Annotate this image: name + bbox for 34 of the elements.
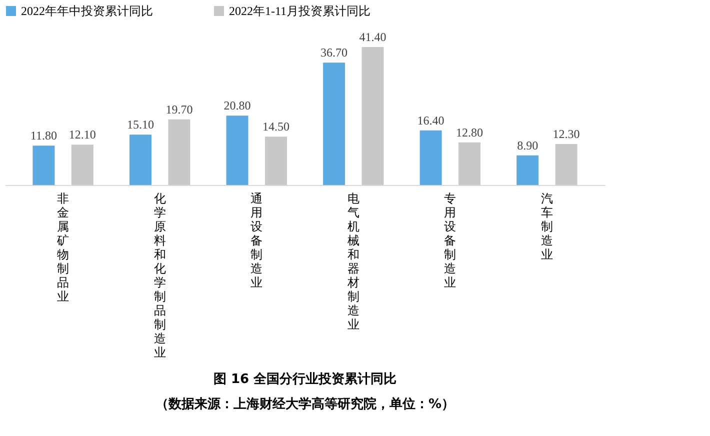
data-label: 12.30 — [552, 127, 580, 141]
legend-label: 2022年1-11月投资累计同比 — [229, 4, 371, 18]
x-tick-label: 专用设备制造业 — [444, 192, 456, 290]
bar — [323, 62, 346, 185]
bar — [129, 134, 152, 185]
data-label: 12.10 — [68, 128, 96, 142]
bar — [32, 146, 55, 185]
bar — [458, 142, 481, 185]
x-tick-label: 通用设备制造业 — [250, 192, 263, 290]
data-label: 20.80 — [224, 98, 251, 113]
x-tick-label: 非金属矿物制品业 — [56, 192, 70, 304]
legend-label: 2022年年中投资累计同比 — [21, 4, 153, 18]
text: （数据来源：上海财经大学高等研究院，单位：%） — [155, 396, 455, 412]
data-label: 36.70 — [320, 46, 348, 60]
data-label: 41.40 — [359, 30, 386, 44]
data-label: 15.10 — [126, 118, 154, 132]
data-label: 19.70 — [166, 102, 193, 116]
bar — [516, 155, 539, 185]
category-label: 电气机械和器材制造业 — [347, 192, 360, 332]
x-tick-label: 汽车制造业 — [540, 192, 553, 262]
bar — [420, 130, 442, 185]
bar — [71, 144, 94, 185]
bar — [264, 136, 287, 185]
category-label: 化学原料和化学制品制造业 — [154, 192, 166, 360]
data-label: 8.90 — [517, 138, 538, 152]
bar — [226, 116, 248, 185]
data-label: 11.80 — [30, 128, 57, 143]
data-label: 14.50 — [262, 120, 290, 134]
text: 图 16 全国分行业投资累计同比 — [213, 372, 397, 387]
bar — [555, 144, 578, 185]
data-label: 12.80 — [456, 125, 484, 140]
bar — [168, 119, 190, 185]
bar — [362, 47, 384, 185]
data-label: 16.40 — [417, 113, 444, 128]
